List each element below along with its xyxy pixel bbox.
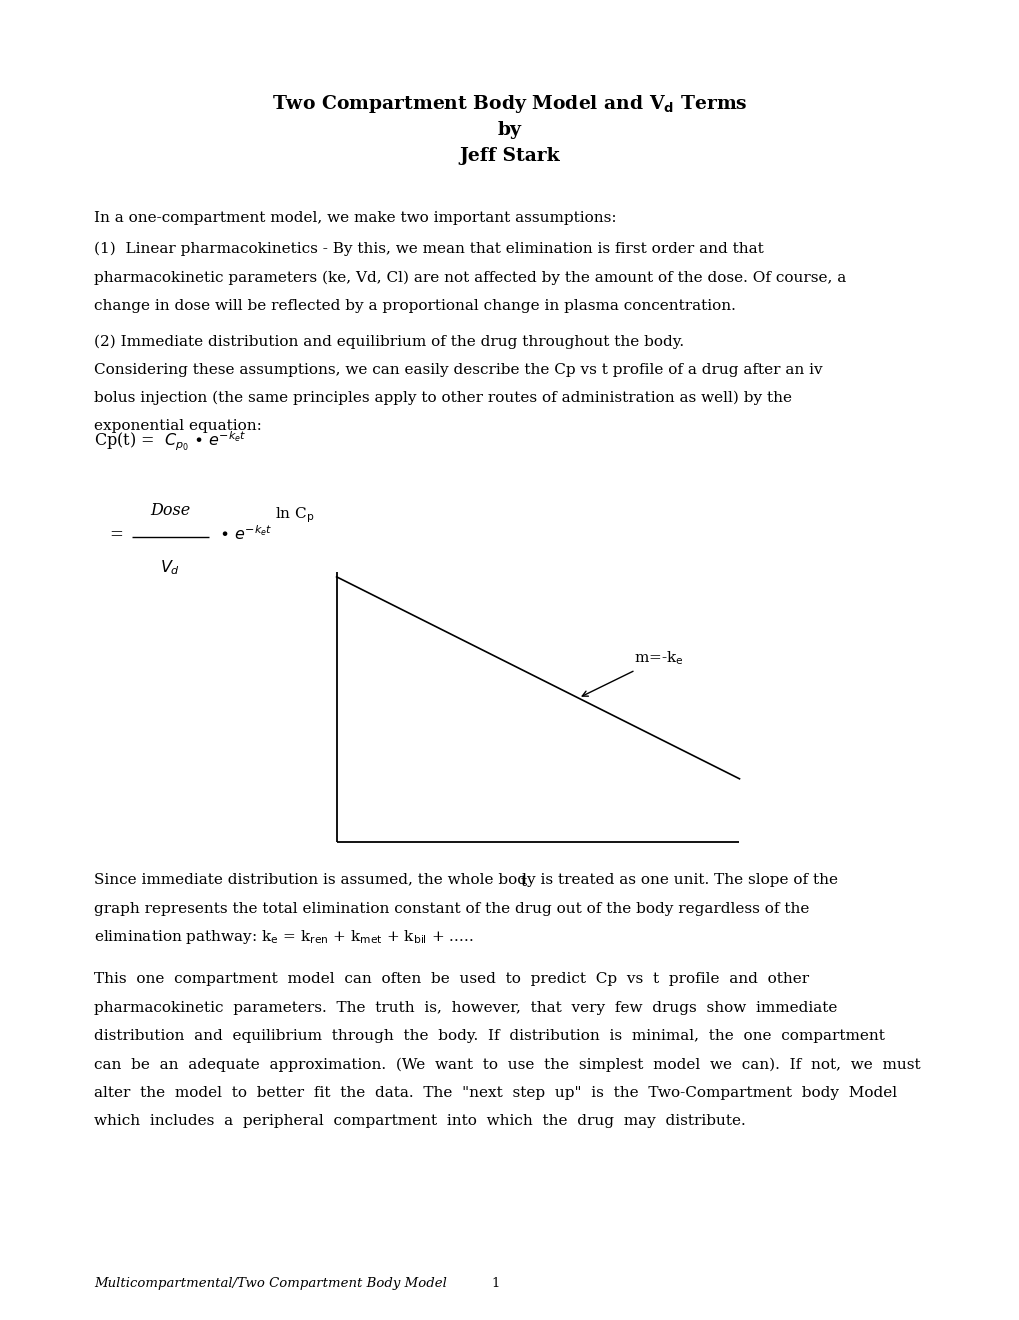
Text: t: t <box>520 875 526 890</box>
Text: m=-k$_\mathrm{e}$: m=-k$_\mathrm{e}$ <box>582 649 684 696</box>
Text: (2) Immediate distribution and equilibrium of the drug throughout the body.: (2) Immediate distribution and equilibri… <box>94 334 684 348</box>
Text: which  includes  a  peripheral  compartment  into  which  the  drug  may  distri: which includes a peripheral compartment … <box>94 1114 745 1129</box>
Text: =: = <box>109 527 123 543</box>
Text: elimination pathway: k$_\mathrm{e}$ = k$_\mathrm{ren}$ + k$_\mathrm{met}$ + k$_\: elimination pathway: k$_\mathrm{e}$ = k$… <box>94 928 473 946</box>
Text: bolus injection (the same principles apply to other routes of administration as : bolus injection (the same principles app… <box>94 391 791 405</box>
Text: exponential equation:: exponential equation: <box>94 420 262 433</box>
Text: $\bullet$ $e^{-k_e t}$: $\bullet$ $e^{-k_e t}$ <box>219 525 272 544</box>
Text: change in dose will be reflected by a proportional change in plasma concentratio: change in dose will be reflected by a pr… <box>94 300 735 313</box>
Text: pharmacokinetic  parameters.  The  truth  is,  however,  that  very  few  drugs : pharmacokinetic parameters. The truth is… <box>94 1001 837 1015</box>
Text: ln C$_\mathrm{p}$: ln C$_\mathrm{p}$ <box>274 506 314 524</box>
Text: alter  the  model  to  better  fit  the  data.  The  "next  step  up"  is  the  : alter the model to better fit the data. … <box>94 1086 896 1100</box>
Text: pharmacokinetic parameters (ke, Vd, Cl) are not affected by the amount of the do: pharmacokinetic parameters (ke, Vd, Cl) … <box>94 271 846 285</box>
Text: graph represents the total elimination constant of the drug out of the body rega: graph represents the total elimination c… <box>94 902 808 916</box>
Text: Multicompartmental/Two Compartment Body Model: Multicompartmental/Two Compartment Body … <box>94 1276 446 1290</box>
Text: Dose: Dose <box>150 502 191 519</box>
Text: In a one-compartment model, we make two important assumptions:: In a one-compartment model, we make two … <box>94 211 615 224</box>
Text: Two Compartment Body Model and V$_\mathbf{d}$ Terms: Two Compartment Body Model and V$_\mathb… <box>272 92 747 115</box>
Text: $V_d$: $V_d$ <box>160 558 180 577</box>
Text: by: by <box>497 121 522 140</box>
Text: Since immediate distribution is assumed, the whole body is treated as one unit. : Since immediate distribution is assumed,… <box>94 874 837 887</box>
Text: Cp(t) =  $C_{p_0}$ $\bullet$ $e^{-k_e t}$: Cp(t) = $C_{p_0}$ $\bullet$ $e^{-k_e t}$ <box>94 429 247 453</box>
Text: Considering these assumptions, we can easily describe the Cp vs t profile of a d: Considering these assumptions, we can ea… <box>94 363 821 376</box>
Text: This  one  compartment  model  can  often  be  used  to  predict  Cp  vs  t  pro: This one compartment model can often be … <box>94 973 808 986</box>
Text: distribution  and  equilibrium  through  the  body.  If  distribution  is  minim: distribution and equilibrium through the… <box>94 1030 883 1043</box>
Text: Jeff Stark: Jeff Stark <box>460 147 559 165</box>
Text: can  be  an  adequate  approximation.  (We  want  to  use  the  simplest  model : can be an adequate approximation. (We wa… <box>94 1057 919 1072</box>
Text: 1: 1 <box>491 1276 499 1290</box>
Text: (1)  Linear pharmacokinetics - By this, we mean that elimination is first order : (1) Linear pharmacokinetics - By this, w… <box>94 242 763 256</box>
